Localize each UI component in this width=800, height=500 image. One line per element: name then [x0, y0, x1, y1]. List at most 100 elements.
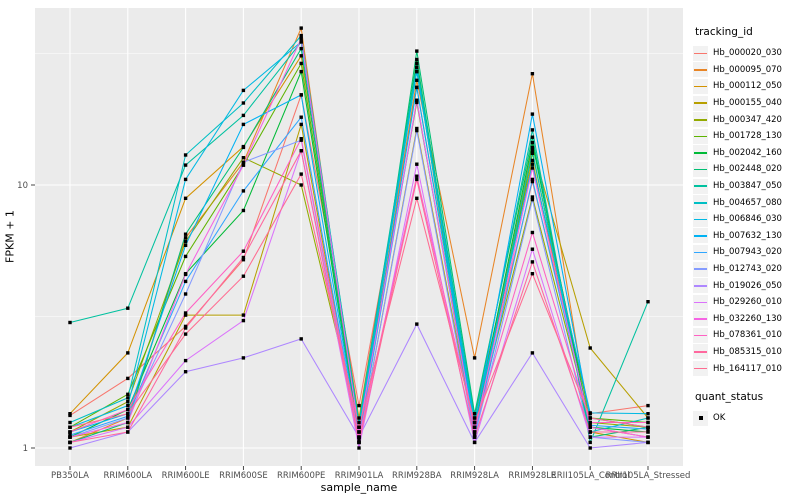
data-point — [241, 258, 246, 262]
legend-key-icon — [693, 161, 708, 177]
data-point — [530, 179, 535, 184]
data-point — [241, 318, 246, 323]
data-point — [357, 420, 361, 425]
data-point — [183, 311, 188, 315]
data-point — [126, 351, 130, 355]
data-point — [241, 208, 246, 213]
data-point — [126, 392, 130, 396]
legend-key-icon — [693, 45, 708, 61]
data-point — [472, 356, 477, 360]
legend-item-Hb_004657_080: Hb_004657_080 — [693, 194, 800, 211]
legend-items-tracking-id: Hb_000020_030 Hb_000095_070 Hb_000112_050 H… — [693, 45, 800, 377]
black-square-point-icon — [698, 416, 703, 421]
data-point — [183, 243, 188, 247]
data-point — [126, 420, 130, 425]
data-point — [415, 177, 419, 182]
data-point — [183, 153, 188, 157]
legend-label: Hb_032260_130 — [713, 313, 782, 324]
data-point — [183, 279, 188, 284]
legend-item-Hb_003847_050: Hb_003847_050 — [693, 178, 800, 195]
legend-line-swatch — [694, 218, 707, 221]
data-point — [530, 230, 535, 235]
data-point — [588, 416, 592, 420]
data-point — [646, 440, 650, 445]
legend-key-icon — [693, 62, 708, 78]
data-point — [472, 425, 477, 429]
legend-key-icon — [693, 95, 708, 111]
data-point — [183, 370, 188, 374]
legend-key-icon — [693, 211, 708, 227]
data-point — [183, 196, 188, 200]
data-point — [357, 430, 361, 434]
legend-key-icon — [693, 327, 708, 343]
data-point — [126, 403, 130, 408]
legend-key-icon — [693, 244, 708, 260]
data-point — [241, 101, 246, 105]
data-point — [183, 163, 188, 167]
legend-item-Hb_001728_130: Hb_001728_130 — [693, 128, 800, 145]
data-point — [68, 412, 72, 416]
data-point — [299, 115, 303, 119]
data-point — [530, 197, 535, 202]
data-point — [472, 420, 477, 425]
legend-key-icon — [693, 112, 708, 128]
data-point — [126, 407, 130, 412]
data-point — [241, 145, 246, 150]
legend-key-icon — [693, 178, 708, 194]
data-point — [588, 425, 592, 429]
legend-label: Hb_002042_160 — [713, 147, 782, 158]
data-point — [68, 320, 72, 325]
legend: tracking_id Hb_000020_030 Hb_000095_070 Hb… — [693, 26, 800, 426]
data-point — [299, 122, 303, 127]
legend-label: Hb_000112_050 — [713, 81, 782, 92]
data-point — [126, 376, 130, 381]
data-point — [530, 351, 535, 355]
y-tick-label: 10 — [17, 181, 28, 191]
legend-line-swatch — [694, 185, 707, 187]
data-point — [183, 239, 188, 244]
data-point — [530, 112, 535, 116]
legend-item-Hb_029260_010: Hb_029260_010 — [693, 294, 800, 311]
data-point — [241, 160, 246, 164]
legend-line-swatch — [694, 52, 707, 55]
data-point — [183, 326, 188, 330]
data-point — [415, 78, 419, 82]
legend-item-Hb_006846_030: Hb_006846_030 — [693, 211, 800, 228]
data-point — [415, 128, 419, 133]
legend-item-Hb_085315_010: Hb_085315_010 — [693, 344, 800, 361]
legend-key-icon — [693, 344, 708, 360]
data-point — [241, 274, 246, 278]
legend-line-swatch — [694, 102, 707, 104]
legend-line-swatch — [694, 152, 707, 154]
data-point — [299, 33, 303, 38]
data-point — [588, 435, 592, 439]
x-tick-label: RRIM600LE — [162, 471, 210, 481]
legend-key-icon — [693, 128, 708, 144]
legend-label: Hb_002448_020 — [713, 164, 782, 175]
data-point — [646, 412, 650, 416]
data-point — [646, 430, 650, 434]
data-point — [646, 300, 650, 304]
legend-key-icon — [693, 278, 708, 294]
data-point — [646, 403, 650, 408]
data-point — [646, 420, 650, 425]
data-point — [646, 425, 650, 429]
data-point — [357, 425, 361, 429]
data-point — [241, 356, 246, 360]
data-point — [530, 177, 535, 182]
legend-item-Hb_019026_050: Hb_019026_050 — [693, 277, 800, 294]
legend-item-Hb_012743_020: Hb_012743_020 — [693, 261, 800, 278]
legend-key-icon — [693, 294, 708, 310]
legend-line-swatch — [694, 135, 707, 138]
legend-label: Hb_029260_010 — [713, 297, 782, 308]
legend-title-tracking-id: tracking_id — [695, 26, 753, 38]
legend-label: Hb_000020_030 — [713, 48, 782, 59]
data-point — [299, 26, 303, 30]
legend-label: Hb_004657_080 — [713, 197, 782, 208]
data-point — [126, 430, 130, 434]
data-point — [183, 232, 188, 236]
legend-label: Hb_003847_050 — [713, 181, 782, 192]
legend-label: Hb_019026_050 — [713, 280, 782, 291]
data-point — [588, 346, 592, 350]
